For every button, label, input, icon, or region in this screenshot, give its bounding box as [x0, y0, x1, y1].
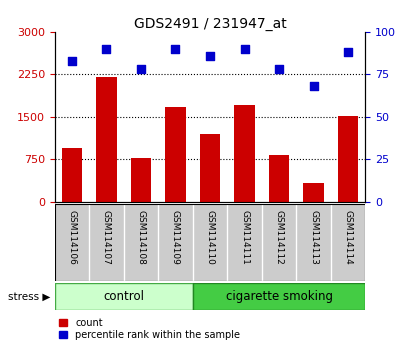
- Point: [241, 46, 248, 52]
- Text: control: control: [103, 290, 144, 303]
- Bar: [55, 283, 193, 310]
- Bar: [193, 283, 365, 310]
- Legend: count, percentile rank within the sample: count, percentile rank within the sample: [60, 318, 240, 340]
- Text: GSM114109: GSM114109: [171, 210, 180, 265]
- Bar: [96, 77, 117, 202]
- Text: GSM114108: GSM114108: [136, 210, 145, 265]
- Bar: [61, 148, 82, 202]
- Text: stress ▶: stress ▶: [8, 291, 50, 302]
- Bar: [234, 105, 255, 202]
- Point: [138, 67, 144, 72]
- Text: GSM114112: GSM114112: [275, 210, 284, 264]
- Point: [345, 50, 352, 55]
- Bar: [338, 116, 359, 202]
- Point: [103, 46, 110, 52]
- Text: GSM114106: GSM114106: [67, 210, 76, 265]
- Bar: [303, 183, 324, 202]
- Text: GSM114113: GSM114113: [309, 210, 318, 265]
- Text: cigarette smoking: cigarette smoking: [226, 290, 333, 303]
- Text: GSM114111: GSM114111: [240, 210, 249, 265]
- Title: GDS2491 / 231947_at: GDS2491 / 231947_at: [134, 17, 286, 31]
- Point: [68, 58, 75, 64]
- Point: [310, 84, 317, 89]
- Bar: [165, 107, 186, 202]
- Point: [276, 67, 282, 72]
- Text: GSM114107: GSM114107: [102, 210, 111, 265]
- Point: [172, 46, 179, 52]
- Bar: [200, 134, 221, 202]
- Bar: [131, 158, 151, 202]
- Bar: [269, 155, 289, 202]
- Text: GSM114114: GSM114114: [344, 210, 353, 264]
- Text: GSM114110: GSM114110: [205, 210, 215, 265]
- Point: [207, 53, 213, 58]
